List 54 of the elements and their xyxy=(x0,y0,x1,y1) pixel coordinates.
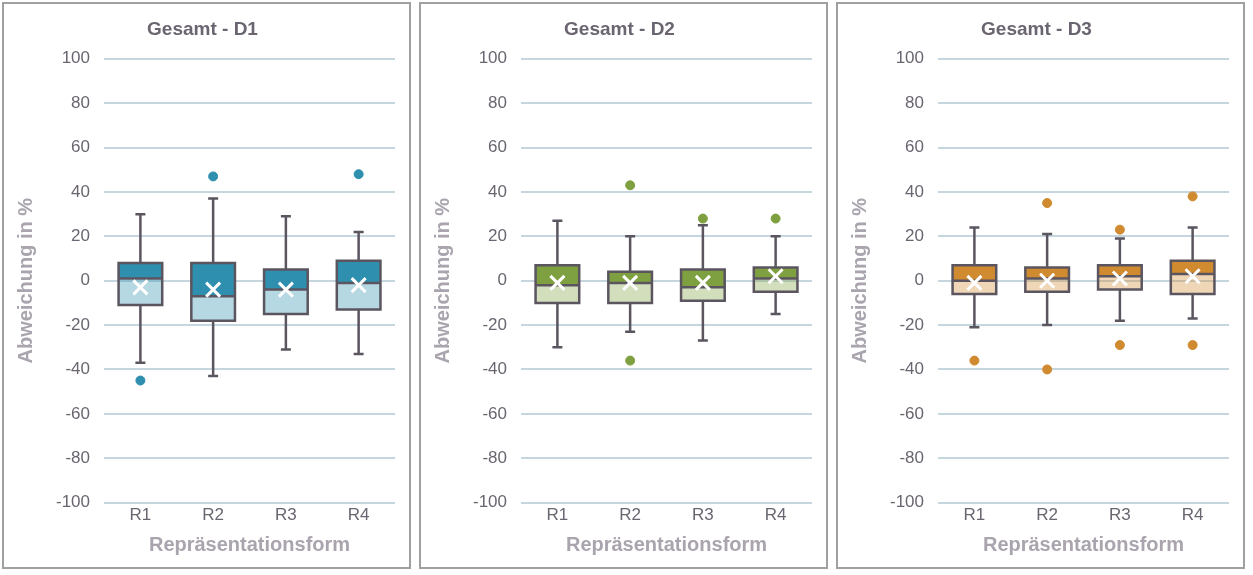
y-tick-label: -100 xyxy=(889,492,925,512)
y-tick-label: 80 xyxy=(488,92,508,112)
y-tick-label: 100 xyxy=(895,48,925,68)
x-tick-label: R1 xyxy=(963,505,986,525)
x-tick-label: R2 xyxy=(202,505,225,525)
y-tick-label: -60 xyxy=(65,403,91,423)
y-tick-label: -60 xyxy=(482,403,508,423)
y-tick-label: 40 xyxy=(905,181,925,201)
y-tick-label: -20 xyxy=(65,314,91,334)
y-tick-label: 0 xyxy=(80,270,91,290)
x-tick-label: R2 xyxy=(1036,505,1059,525)
y-tick-label: 20 xyxy=(488,226,508,246)
y-tick-label: 40 xyxy=(71,181,91,201)
y-tick-label: -100 xyxy=(55,492,91,512)
x-tick-label: R1 xyxy=(129,505,152,525)
y-tick-label: 0 xyxy=(497,270,508,290)
y-tick-label: -80 xyxy=(899,447,925,467)
x-tick-label: R4 xyxy=(764,505,787,525)
y-tick-label: -80 xyxy=(65,447,91,467)
chart-title: Gesamt - D2 xyxy=(564,17,675,39)
y-tick-label: 60 xyxy=(488,137,508,157)
y-tick-label: 60 xyxy=(71,137,91,157)
y-axis-title: Abweichung in % xyxy=(847,197,870,364)
y-tick-label: 20 xyxy=(905,226,925,246)
x-tick-label: R3 xyxy=(1109,505,1131,525)
y-tick-label: 80 xyxy=(71,92,91,112)
x-tick-label: R1 xyxy=(546,505,569,525)
y-tick-label: -40 xyxy=(65,359,91,379)
x-tick-label: R3 xyxy=(275,505,297,525)
y-tick-label: 80 xyxy=(905,92,925,112)
y-tick-label: -40 xyxy=(482,359,508,379)
y-tick-label: 40 xyxy=(488,181,508,201)
x-axis-title: Repräsentationsform xyxy=(982,532,1185,555)
x-axis-title: Repräsentationsform xyxy=(148,532,351,555)
y-tick-label: -80 xyxy=(482,447,508,467)
y-tick-label: -20 xyxy=(482,314,508,334)
y-axis-title: Abweichung in % xyxy=(13,197,36,364)
y-tick-label: 0 xyxy=(914,270,925,290)
y-tick-label: -20 xyxy=(899,314,925,334)
x-tick-label: R4 xyxy=(347,505,370,525)
y-axis-title: Abweichung in % xyxy=(430,197,453,364)
y-tick-label: 100 xyxy=(61,48,91,68)
y-tick-label: -100 xyxy=(472,492,508,512)
x-axis-title: Repräsentationsform xyxy=(565,532,768,555)
y-tick-label: 100 xyxy=(478,48,508,68)
y-tick-label: -40 xyxy=(899,359,925,379)
y-tick-label: -60 xyxy=(899,403,925,423)
x-tick-label: R4 xyxy=(1181,505,1204,525)
y-tick-label: 20 xyxy=(71,226,91,246)
x-tick-label: R2 xyxy=(619,505,642,525)
y-tick-label: 60 xyxy=(905,137,925,157)
chart-title: Gesamt - D3 xyxy=(981,17,1092,39)
chart-title: Gesamt - D1 xyxy=(147,17,259,39)
x-tick-label: R3 xyxy=(692,505,714,525)
